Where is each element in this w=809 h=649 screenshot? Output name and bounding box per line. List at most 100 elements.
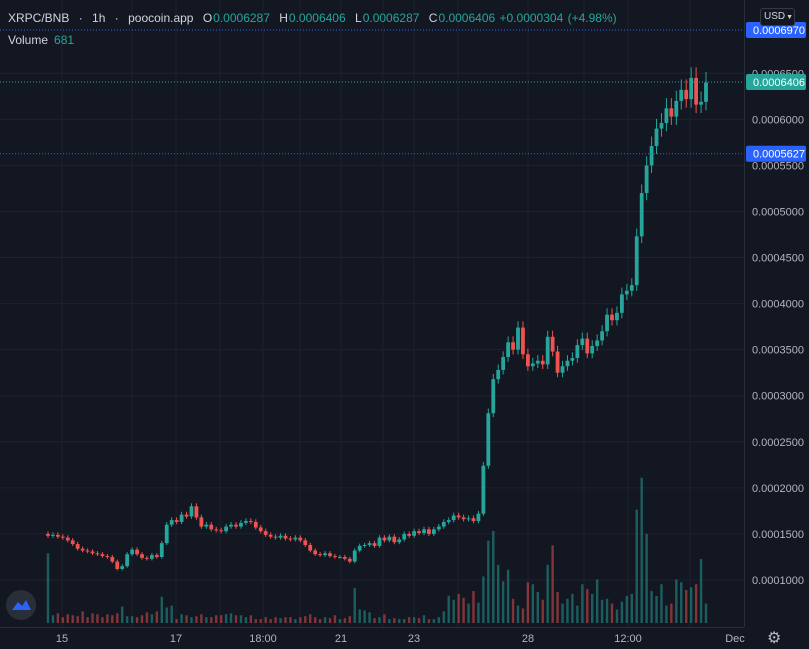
volume-bar (635, 509, 638, 623)
volume-bar (685, 590, 688, 623)
candle (372, 543, 377, 546)
volume-bar (101, 617, 104, 623)
candle (154, 555, 159, 557)
volume-bar (338, 619, 342, 623)
candle (590, 345, 595, 354)
volume-bar (501, 581, 505, 623)
candle (481, 465, 486, 514)
volume-bar (536, 592, 539, 623)
volume-bar (140, 615, 144, 623)
candle (545, 336, 550, 365)
candle (699, 101, 703, 105)
candle (530, 363, 535, 367)
volume-bar (234, 615, 238, 623)
volume-bar (121, 606, 124, 623)
volume-bar (571, 593, 574, 623)
candle (125, 554, 130, 567)
candle (555, 351, 560, 373)
volume-bar (640, 477, 643, 623)
candle (298, 537, 303, 541)
volume-bar (318, 619, 322, 623)
volume-bar (185, 615, 188, 623)
candle (352, 550, 357, 562)
candle (60, 536, 65, 538)
volume-bar (200, 614, 203, 623)
candle (525, 354, 530, 367)
volume-bar (125, 616, 129, 623)
candle (367, 543, 372, 545)
y-tick-label: 0.0006000 (752, 114, 804, 126)
candle (649, 146, 654, 166)
x-tick-label: 18:00 (249, 633, 277, 645)
volume-bar (91, 613, 94, 623)
candle (506, 342, 511, 358)
volume-bar (304, 616, 307, 623)
candle (422, 529, 426, 534)
volume-bar (561, 603, 564, 623)
volume-bar (130, 616, 134, 623)
volume-bar (482, 576, 485, 623)
volume-bar (309, 614, 312, 623)
volume-bar (566, 598, 569, 623)
candle (654, 128, 659, 147)
candle (51, 534, 55, 536)
candle (402, 533, 407, 540)
candle (219, 530, 224, 532)
volume-bar (506, 569, 510, 623)
volume-bar (264, 617, 267, 623)
volume-bar (66, 614, 69, 623)
candle (229, 524, 233, 527)
y-tick-label: 0.0003000 (752, 391, 804, 403)
candle (451, 515, 456, 521)
candle (624, 290, 629, 295)
volume-bar (165, 607, 168, 623)
volume-bar (531, 584, 535, 623)
currency-label: USD (764, 11, 786, 22)
candle (392, 536, 397, 543)
candle (70, 540, 75, 545)
currency-dropdown[interactable]: USD▼ (760, 8, 795, 26)
candle (145, 557, 149, 559)
candle (95, 553, 100, 555)
tradingview-logo-icon[interactable] (6, 590, 36, 620)
volume-bar (704, 603, 708, 623)
candle (674, 100, 679, 117)
candle (362, 544, 367, 546)
volume-bar (388, 619, 391, 623)
volume-bar (190, 617, 193, 623)
volume-bar (422, 615, 426, 623)
candle (184, 514, 189, 517)
y-tick-label: 0.0005500 (752, 160, 804, 172)
candle (194, 506, 199, 518)
candle (204, 524, 209, 527)
gear-icon[interactable]: ⚙ (767, 630, 782, 647)
volume-bar (437, 617, 441, 623)
volume-bar (160, 596, 163, 623)
volume-bar (452, 599, 455, 623)
symbol-label: XRPC/BNB (8, 11, 70, 25)
candle (417, 531, 421, 534)
volume-bar (46, 553, 50, 623)
volume-bar (239, 615, 243, 623)
candle (135, 549, 139, 555)
candle (605, 314, 609, 332)
source-label: poocoin.app (128, 11, 194, 25)
volume-label: Volume (8, 33, 49, 47)
candle (174, 520, 179, 522)
candle (610, 314, 614, 321)
volume-bar (665, 605, 668, 623)
volume-bar (655, 595, 658, 623)
volume-bar (442, 611, 445, 623)
candle (234, 524, 238, 527)
volume-bar (660, 584, 663, 623)
y-tick-label: 0.0005000 (752, 206, 804, 218)
candle (436, 526, 441, 530)
candle (565, 360, 570, 367)
candle (501, 357, 506, 370)
candle (248, 521, 253, 523)
volume-bar (407, 617, 411, 623)
volume-bar (86, 617, 89, 623)
volume-bar (462, 597, 465, 623)
volume-bar (630, 593, 633, 623)
